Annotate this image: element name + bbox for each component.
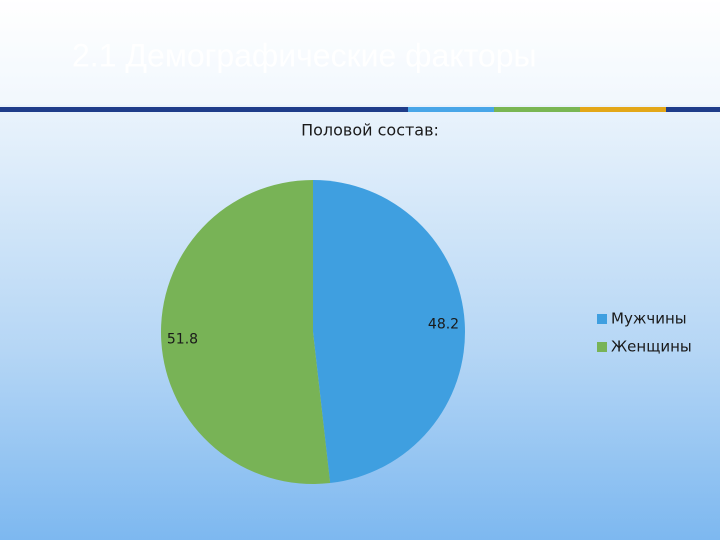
pie-slice (161, 180, 331, 484)
divider (408, 107, 494, 112)
legend-label: Мужчины (611, 310, 687, 328)
divider (580, 107, 666, 112)
slide-title: 2.1 Демографические факторы (72, 37, 537, 73)
data-label: 51.8 (167, 331, 198, 347)
divider (0, 107, 408, 112)
legend-label: Женщины (611, 338, 692, 356)
divider (494, 107, 580, 112)
legend-swatch (597, 342, 607, 352)
chart-title: Половой состав: (301, 121, 439, 140)
pie-slice (313, 180, 465, 484)
data-label: 48.2 (428, 317, 459, 333)
divider (666, 107, 720, 112)
legend-swatch (597, 314, 607, 324)
title-band (0, 0, 720, 105)
